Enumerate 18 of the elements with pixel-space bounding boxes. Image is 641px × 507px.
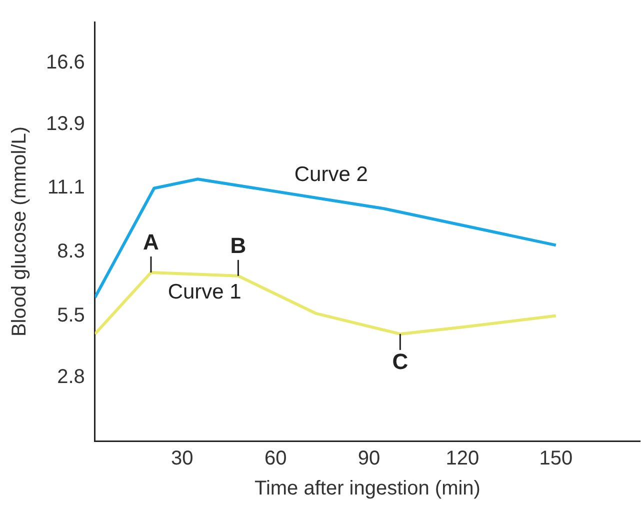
x-tick-label: 150 bbox=[539, 448, 573, 470]
x-tick-label: 60 bbox=[264, 448, 287, 470]
y-tick-label: 16.6 bbox=[46, 52, 85, 74]
y-tick-label: 8.3 bbox=[57, 240, 85, 263]
x-axis-title: Time after ingestion (min) bbox=[254, 478, 480, 500]
series-label: Curve 2 bbox=[294, 163, 368, 186]
y-tick-label: 5.5 bbox=[57, 304, 85, 326]
x-tick-label: 30 bbox=[171, 448, 194, 470]
y-tick-label: 11.1 bbox=[47, 176, 85, 199]
y-axis-title: Blood glucose (mmol/L) bbox=[8, 126, 31, 337]
annotation: B bbox=[230, 232, 246, 258]
y-tick-label: 2.8 bbox=[57, 366, 85, 388]
annotation: C bbox=[392, 349, 408, 374]
annotation: A bbox=[143, 230, 160, 255]
x-tick-label: 90 bbox=[358, 448, 380, 470]
x-tick-label: 120 bbox=[446, 448, 480, 470]
series-label: Curve 1 bbox=[168, 280, 242, 304]
y-tick-label: 13.9 bbox=[46, 112, 85, 135]
